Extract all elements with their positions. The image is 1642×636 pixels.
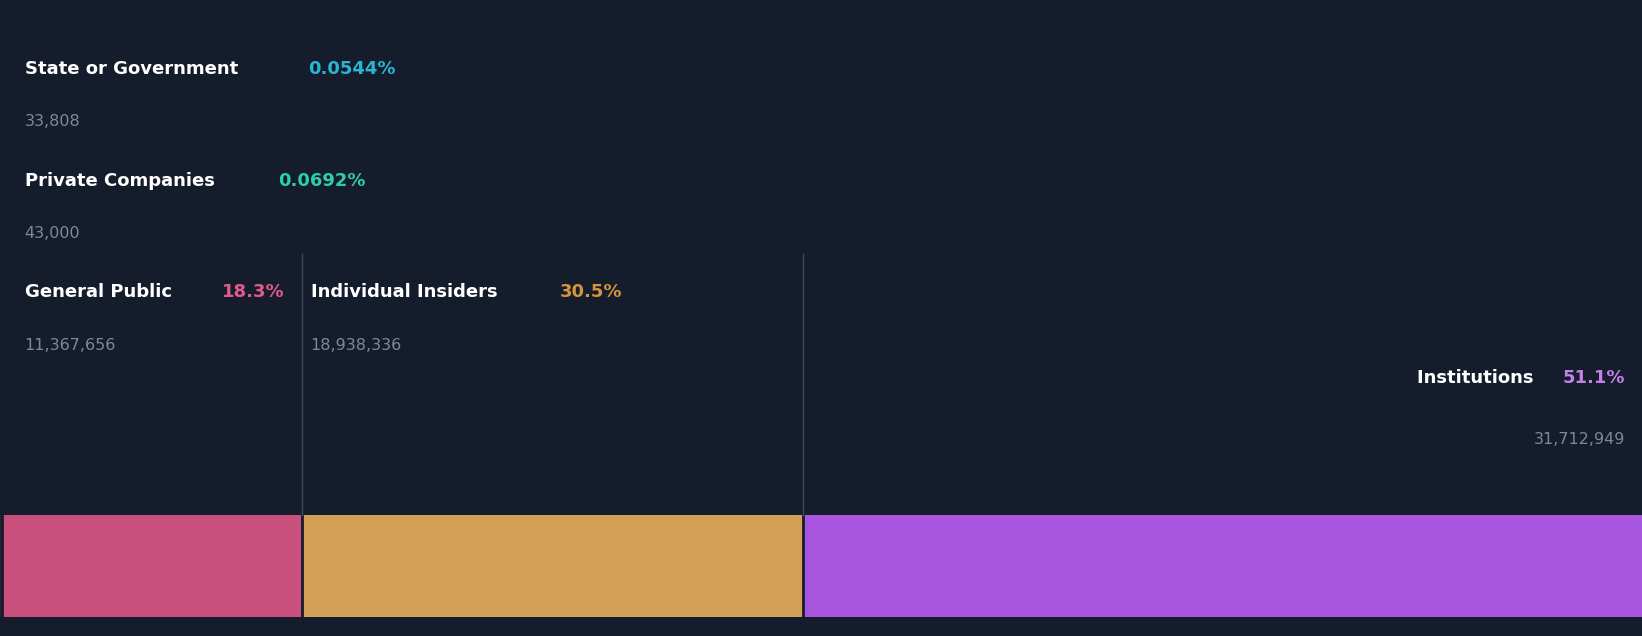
Text: 43,000: 43,000	[25, 226, 80, 241]
Text: General Public: General Public	[25, 283, 177, 301]
Text: Private Companies: Private Companies	[25, 172, 220, 190]
Text: 18,938,336: 18,938,336	[310, 338, 402, 354]
Bar	[2, 515, 302, 617]
Bar	[302, 515, 803, 617]
Text: 30.5%: 30.5%	[560, 283, 622, 301]
Text: State or Government: State or Government	[25, 60, 245, 78]
Text: Institutions: Institutions	[1417, 369, 1540, 387]
Text: 0.0544%: 0.0544%	[307, 60, 396, 78]
Text: 18.3%: 18.3%	[222, 283, 286, 301]
Text: 31,712,949: 31,712,949	[1534, 432, 1626, 448]
Text: 0.0692%: 0.0692%	[277, 172, 365, 190]
Text: 11,367,656: 11,367,656	[25, 338, 117, 354]
Text: Individual Insiders: Individual Insiders	[310, 283, 504, 301]
Text: 51.1%: 51.1%	[1563, 369, 1626, 387]
Text: 33,808: 33,808	[25, 114, 80, 130]
Bar	[803, 515, 1642, 617]
